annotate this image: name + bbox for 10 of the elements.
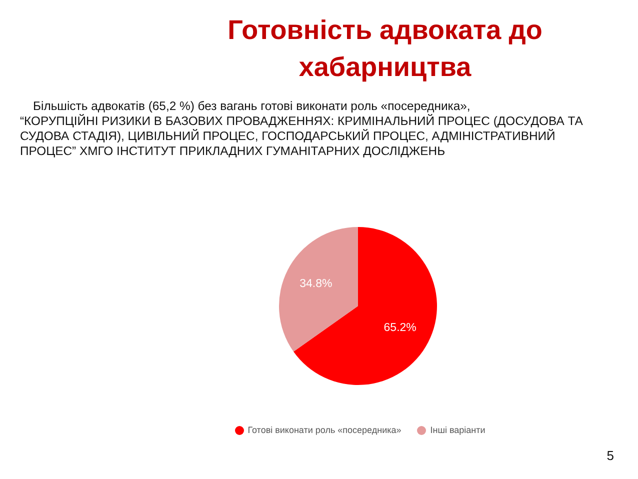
- chart-subtitle: Більшість адвокатів (65,2 %) без вагань готові виконати роль «посередника»,: [32, 99, 472, 114]
- pie-slice: [279, 227, 358, 352]
- pie-slice: [294, 227, 437, 385]
- legend-label: Інші варіанти: [430, 425, 486, 435]
- text: 5: [606, 448, 614, 463]
- data-label: 65.2%: [384, 322, 416, 334]
- text: “КОРУПЦІЙНІ РИЗИКИ В БАЗОВИХ ПРОВАДЖЕННЯХ: КРИМІНАЛЬНИЙ ПРОЦЕС (ДОСУДОВА ТА СУДОВА СТАДІЯ), ЦИВІЛЬНИЙ ПРОЦЕС, ГОСПОДАРСЬКИЙ ПРОЦЕС, АДМІНІСТРАТИВНИЙ ПРОЦЕС” ХМГО ІНСТИТУТ ПРИКЛАДНИХ ГУМАНІТАРНИХ ДОСЛІДЖЕНЬ: [20, 114, 583, 159]
- chart-title: Готовність адвоката до хабарництва: [226, 14, 544, 84]
- legend-label: Готові виконати роль «посередника»: [248, 425, 402, 435]
- data-label: 34.8%: [300, 278, 332, 290]
